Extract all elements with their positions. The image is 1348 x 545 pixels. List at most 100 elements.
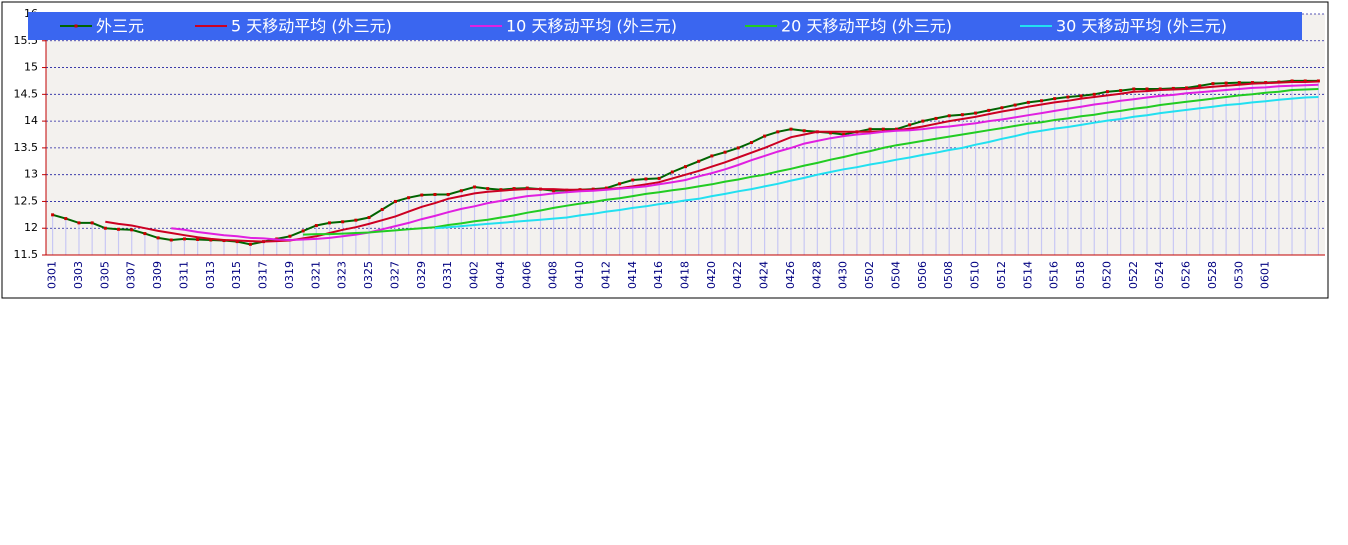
x-tick-label: 0404 [494,261,507,289]
x-tick-label: 0518 [1074,261,1087,289]
marker [459,189,463,193]
x-tick-label: 0522 [1127,261,1140,289]
marker [512,187,516,191]
marker [1079,94,1083,98]
marker [486,187,490,191]
x-tick-label: 0414 [626,261,639,289]
x-tick-label: 0520 [1100,261,1113,289]
marker [433,192,437,196]
x-tick-label: 0514 [1021,261,1034,289]
marker [77,221,81,225]
marker [881,127,885,131]
marker [604,186,608,190]
marker [868,127,872,131]
marker [1171,86,1175,90]
marker [103,226,107,230]
x-tick-label: 0303 [72,261,85,289]
marker [90,221,94,225]
marker [1119,89,1123,93]
marker [723,150,727,154]
legend-label: 20 天移动平均 (外三元) [781,17,952,36]
x-tick-label: 0305 [98,261,111,289]
marker [288,234,292,238]
legend-label: 5 天移动平均 (外三元) [231,17,392,36]
y-tick-label: 12 [24,221,38,234]
x-tick-label: 0327 [388,261,401,289]
marker [789,127,793,131]
x-tick-label: 0315 [230,261,243,289]
x-tick-label: 0311 [177,261,190,289]
marker [209,238,213,242]
marker [248,242,252,246]
y-tick-label: 14 [24,114,38,127]
marker [776,130,780,134]
marker [380,207,384,211]
legend-label: 10 天移动平均 (外三元) [506,17,677,36]
x-tick-label: 0319 [283,261,296,289]
x-tick-label: 0331 [441,261,454,289]
x-tick-label: 0313 [204,261,217,289]
legend-label: 30 天移动平均 (外三元) [1056,17,1227,36]
marker [684,165,687,169]
x-tick-label: 0430 [837,261,850,289]
marker [143,232,147,236]
x-tick-label: 0504 [889,261,902,289]
marker [947,114,951,118]
marker [908,123,912,127]
marker [1211,82,1215,86]
marker [1145,87,1149,91]
x-tick-label: 0526 [1180,261,1193,289]
x-tick-label: 0516 [1048,261,1061,289]
marker [1185,86,1189,90]
x-tick-label: 0506 [916,261,929,289]
marker [446,192,450,196]
marker [552,189,556,193]
marker [763,134,767,138]
marker [1237,81,1241,85]
x-tick-label: 0329 [415,261,428,289]
marker [960,113,964,117]
marker [117,227,121,231]
marker [1158,87,1162,91]
marker [525,186,529,190]
marker [64,217,68,221]
series-line [303,88,1319,236]
marker [697,159,701,163]
x-tick-label: 0410 [573,261,586,289]
x-tick-label: 0530 [1232,261,1245,289]
x-tick-label: 0601 [1259,261,1272,289]
marker [1316,79,1320,83]
x-tick-label: 0408 [547,261,560,289]
marker [842,133,846,136]
y-tick-label: 13.5 [14,141,39,154]
x-tick-label: 0502 [863,261,876,289]
marker [1198,84,1202,88]
x-tick-label: 0402 [468,261,481,289]
x-tick-label: 0426 [784,261,797,289]
marker [631,178,635,182]
marker [182,237,186,241]
marker [1303,79,1307,83]
y-tick-label: 12.5 [14,194,39,207]
marker [749,141,753,145]
marker [301,229,305,233]
marker [407,196,411,200]
x-tick-label: 0418 [679,261,692,289]
y-tick-label: 15 [24,61,38,74]
marker [499,188,503,192]
marker [1000,106,1004,110]
marker [710,154,714,158]
x-tick-label: 0420 [705,261,718,289]
marker [51,213,55,217]
x-tick-label: 0528 [1206,261,1219,289]
marker [1040,99,1044,103]
legend-label: 外三元 [96,17,144,36]
x-tick-label: 0309 [151,261,164,289]
marker [1105,90,1109,94]
x-tick-label: 0406 [520,261,533,289]
marker [894,127,898,131]
x-tick-label: 0317 [257,261,270,289]
marker [420,193,424,197]
marker [1250,81,1254,85]
series-line [434,96,1319,230]
